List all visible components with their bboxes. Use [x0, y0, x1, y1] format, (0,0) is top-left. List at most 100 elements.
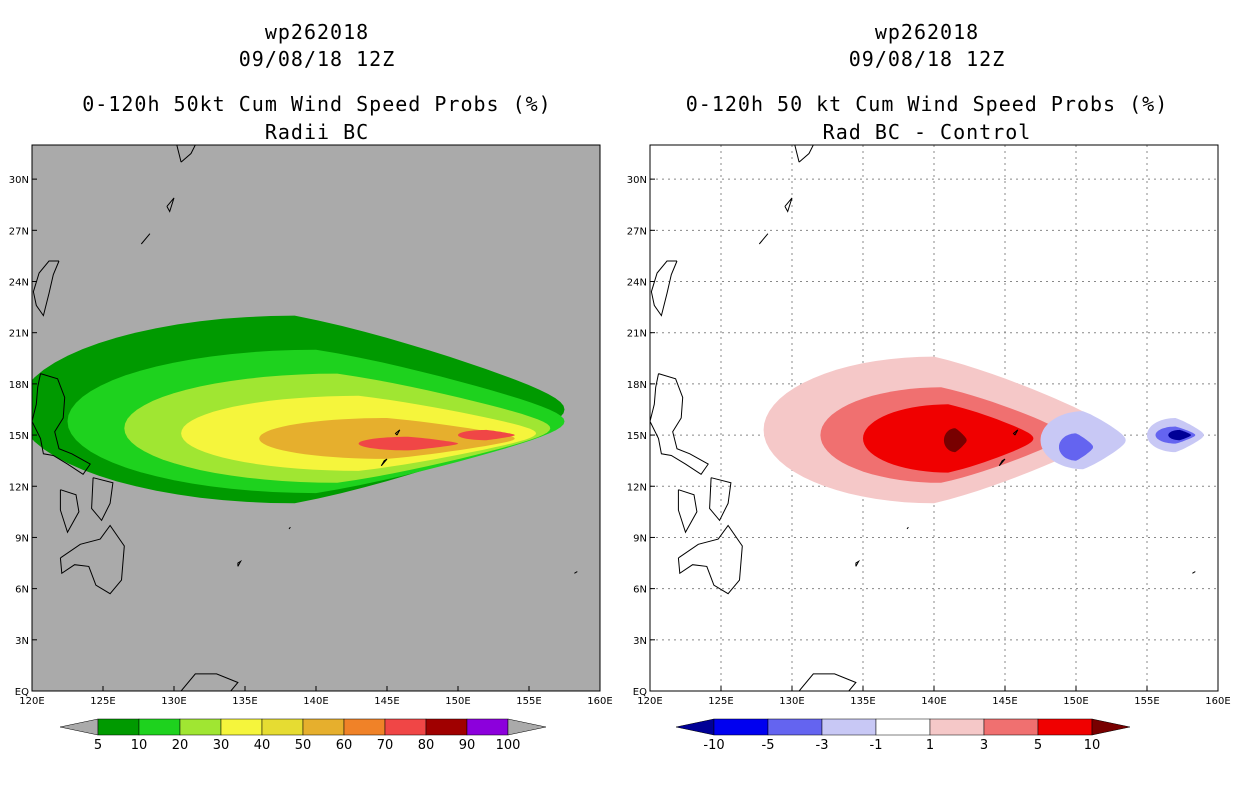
left-map-panel: 120E 125E 130E 135E 140E 145E 150E 155E 160E EQ 3N… [0, 144, 613, 753]
coastline [574, 571, 578, 574]
x-tick-label: 140E [921, 696, 946, 707]
colorbar-label: 3 [980, 738, 988, 753]
x-tick-label: 140E [303, 696, 328, 707]
coastline [394, 429, 401, 436]
prob-contour-70 [358, 436, 458, 451]
coastline [288, 526, 291, 530]
right-storm-id: wp262018 [874, 20, 980, 44]
left-title: 0-120h 50kt Cum Wind Speed Probs (%) [82, 92, 552, 116]
colorbar-swatch [97, 718, 140, 736]
y-tick-label: 3N [15, 636, 29, 647]
x-tick-label: 155E [516, 696, 541, 707]
right-subtitle: Rad BC - Control [822, 120, 1032, 144]
x-tick-label: 150E [445, 696, 470, 707]
coastline [798, 673, 857, 691]
colorbar-swatch [425, 718, 468, 736]
colorbar-label: 70 [377, 738, 394, 753]
y-tick-label: 30N [627, 175, 647, 186]
coastline [140, 233, 151, 245]
x-tick-label: 125E [90, 696, 115, 707]
colorbar-swatch [384, 718, 427, 736]
colorbar-right-arrow [1091, 718, 1131, 736]
colorbar-label: 30 [213, 738, 230, 753]
coastline [380, 458, 388, 467]
prob-contour-70b [458, 429, 515, 441]
coastline [180, 673, 239, 691]
x-tick-label: 125E [708, 696, 733, 707]
x-tick-label: 150E [1063, 696, 1088, 707]
y-tick-label: 24N [627, 278, 647, 289]
prob-contour-10 [943, 428, 967, 453]
coastline [998, 458, 1006, 467]
coastline [650, 373, 709, 475]
colorbar-label: 80 [418, 738, 435, 753]
right-datetime: 09/08/18 12Z [848, 47, 1006, 71]
coastline [855, 559, 861, 567]
y-tick-label: 21N [9, 329, 29, 340]
coastline [0, 500, 28, 555]
colorbar-swatch [466, 718, 509, 736]
y-tick-label: 12N [9, 482, 29, 493]
colorbar-swatch [138, 718, 181, 736]
y-tick-label: 24N [9, 278, 29, 289]
coastline [677, 489, 698, 534]
y-tick-label: 15N [9, 431, 29, 442]
coastline [615, 500, 646, 555]
y-tick-label: 6N [633, 585, 647, 596]
y-tick-label: 18N [627, 380, 647, 391]
colorbar-swatch [343, 718, 386, 736]
colorbar-swatch [302, 718, 345, 736]
colorbar-label: 10 [1084, 738, 1101, 753]
y-tick-label: 15N [627, 431, 647, 442]
colorbar-swatch [767, 718, 823, 736]
right-map-panel: 120E 125E 130E 135E 140E 145E 150E 155E 160E EQ 3N… [615, 144, 1231, 753]
colorbar-right-arrow [507, 718, 547, 736]
x-tick-label: 130E [779, 696, 804, 707]
y-tick-label: 27N [9, 226, 29, 237]
colorbar-swatch [713, 718, 769, 736]
coastline [91, 477, 114, 522]
coastline [784, 197, 793, 213]
colorbar-label: 100 [496, 738, 521, 753]
right-title: 0-120h 50 kt Cum Wind Speed Probs (%) [685, 92, 1169, 116]
colorbar-swatch [875, 718, 931, 736]
coastline [59, 524, 125, 595]
coastline [758, 233, 769, 245]
prob-contour--10 [1168, 429, 1191, 441]
x-tick-label: 160E [587, 696, 612, 707]
y-tick-label: 27N [627, 226, 647, 237]
colorbar-swatch [929, 718, 985, 736]
colorbar-label: 20 [172, 738, 189, 753]
colorbar-swatch [261, 718, 304, 736]
colorbar-swatch [983, 718, 1039, 736]
coastline [166, 197, 175, 213]
colorbar-label: 90 [459, 738, 476, 753]
y-tick-label: EQ [633, 687, 647, 698]
left-storm-id: wp262018 [264, 20, 370, 44]
y-tick-label: 9N [633, 533, 647, 544]
coastline [709, 477, 732, 522]
x-tick-label: 135E [850, 696, 875, 707]
coastline [32, 260, 60, 317]
x-tick-label: 160E [1205, 696, 1230, 707]
x-tick-label: 155E [1134, 696, 1159, 707]
coastline [906, 526, 909, 530]
x-tick-label: 145E [992, 696, 1017, 707]
y-tick-label: 18N [9, 380, 29, 391]
colorbar-swatch [821, 718, 877, 736]
prob-contour--3 [1059, 433, 1093, 461]
coastline [1192, 571, 1196, 574]
colorbar-left-arrow [59, 718, 99, 736]
colorbar-label: -10 [703, 738, 724, 753]
y-tick-label: 9N [15, 533, 29, 544]
coastline [794, 145, 814, 163]
coastline [1012, 429, 1019, 436]
x-tick-label: 145E [374, 696, 399, 707]
x-tick-label: 135E [232, 696, 257, 707]
colorbar-swatch [220, 718, 263, 736]
colorbar-left-arrow [675, 718, 715, 736]
colorbar-label: -3 [816, 738, 829, 753]
colorbar-label: 40 [254, 738, 271, 753]
coastline [237, 559, 243, 567]
coastline [677, 524, 743, 595]
